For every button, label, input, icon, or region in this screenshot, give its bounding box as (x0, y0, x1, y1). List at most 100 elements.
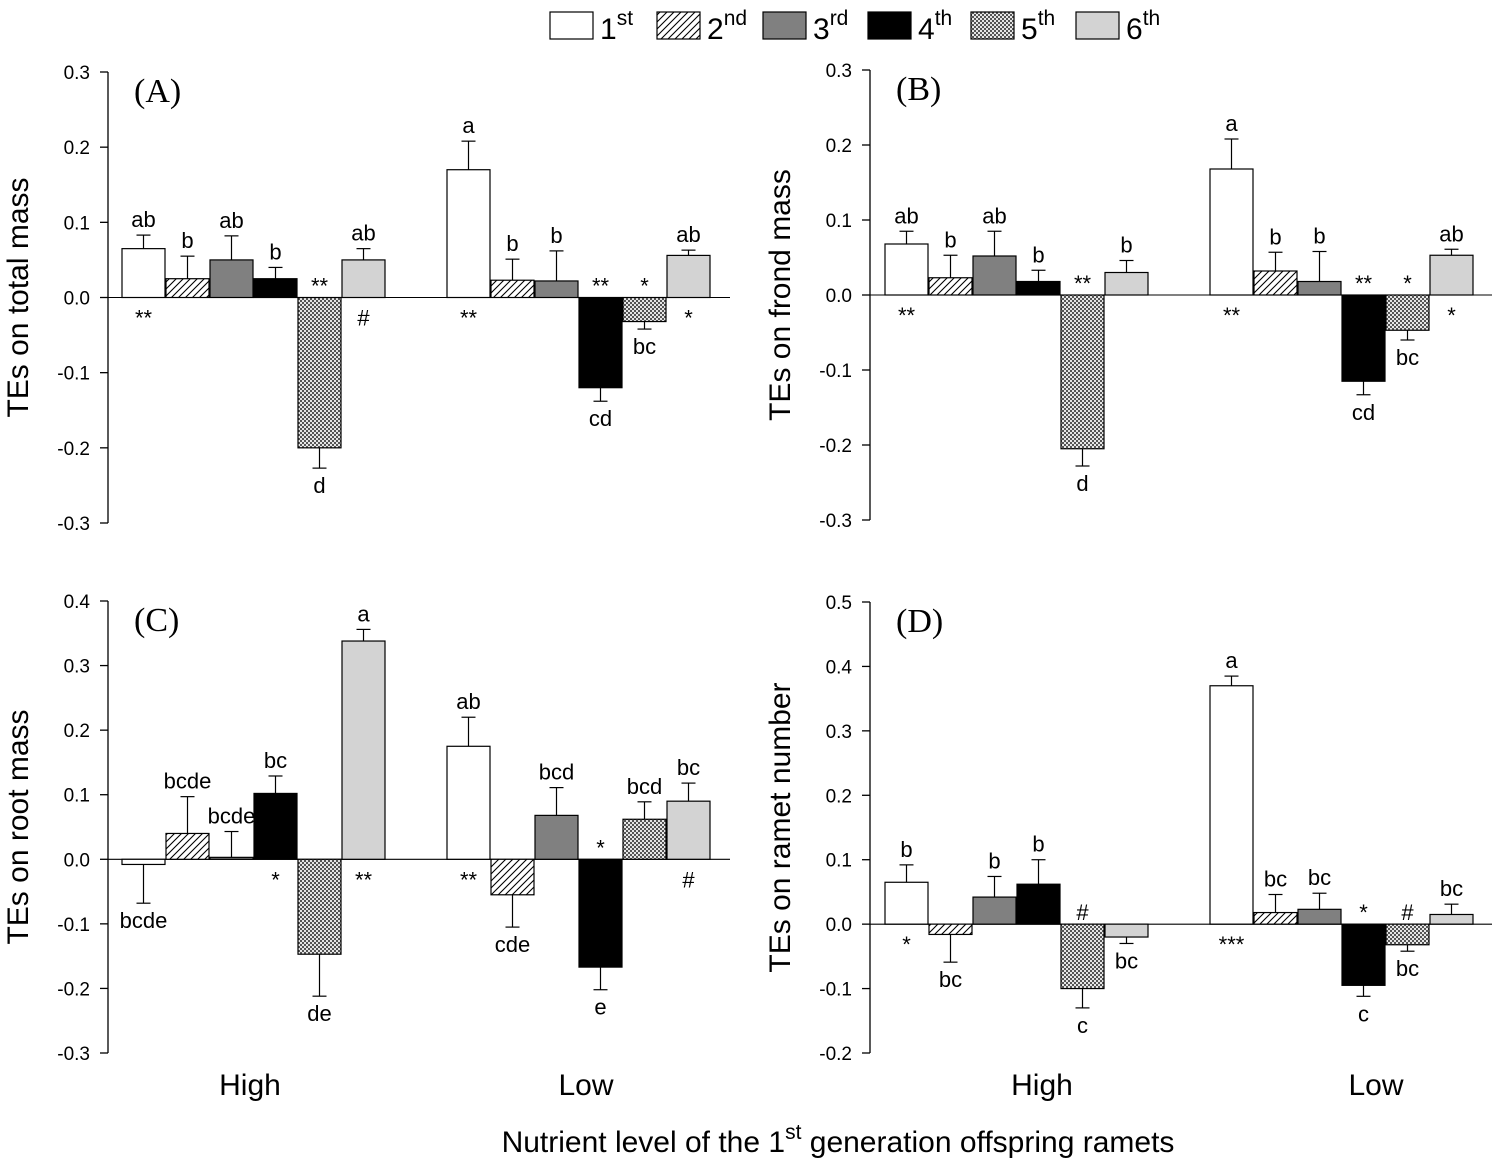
legend-swatch-6 (1075, 11, 1120, 40)
y-tick-label: 0.0 (64, 289, 90, 310)
bar-high-3rd (972, 255, 1017, 296)
y-tick-label: -0.2 (57, 439, 90, 460)
legend-item-3: 3rd (762, 7, 848, 46)
legend-label-1: 1st (600, 7, 633, 46)
significance-letter: b (900, 837, 912, 862)
bar-high-2nd (928, 923, 973, 936)
significance-letter: ab (351, 221, 375, 246)
significance-marker: ** (311, 274, 329, 299)
bar-high-1st (884, 881, 929, 925)
significance-letter: a (1225, 111, 1238, 136)
legend-swatch-5 (970, 11, 1015, 40)
significance-letter: bcde (164, 769, 212, 794)
significance-letter: bc (1396, 345, 1419, 370)
bar-low-5th (1385, 923, 1430, 946)
bar-high-6th (1104, 923, 1149, 938)
bar-high-2nd (165, 832, 210, 860)
significance-marker: # (682, 867, 695, 892)
legend-swatch-3 (762, 11, 807, 40)
significance-letter: ab (676, 222, 700, 247)
bar-low-1st (446, 745, 491, 860)
significance-letter: bc (939, 967, 962, 992)
legend-swatch-2 (656, 11, 701, 40)
bar-high-3rd (209, 856, 254, 860)
bar-low-1st (1209, 168, 1254, 296)
bar-high-2nd (928, 277, 973, 296)
legend-item-5: 5th (970, 7, 1055, 46)
y-tick-label: 0.0 (826, 915, 852, 936)
significance-letter: bc (1264, 867, 1287, 892)
significance-letter: c (1358, 1001, 1369, 1026)
significance-letter: bc (1396, 956, 1419, 981)
significance-marker: * (1403, 271, 1412, 296)
bar-low-6th (666, 800, 711, 860)
panel-label: (C) (134, 602, 179, 639)
significance-marker: ** (1223, 303, 1241, 328)
y-tick-label: -0.1 (819, 980, 852, 1001)
significance-letter: de (307, 1001, 331, 1026)
significance-marker: ** (1074, 271, 1092, 296)
x-title-sup: st (785, 1121, 802, 1144)
significance-letter: cde (495, 932, 530, 957)
bar-low-2nd (490, 279, 535, 299)
y-tick-label: 0.1 (64, 786, 90, 807)
x-title-part-1: Nutrient level of the 1 (502, 1126, 786, 1159)
bar-low-5th (622, 818, 667, 860)
significance-marker: * (1359, 900, 1368, 925)
bar-low-5th (1385, 294, 1430, 331)
bar-high-1st (121, 248, 166, 299)
y-tick-label: -0.2 (819, 1044, 852, 1065)
y-axis-label: TEs on total mass (2, 177, 35, 417)
significance-letter: bcd (627, 774, 662, 799)
legend-item-4: 4th (867, 7, 952, 46)
significance-marker: * (902, 932, 911, 957)
bar-low-1st (446, 169, 491, 299)
significance-marker: ** (898, 303, 916, 328)
bar-low-1st (1209, 685, 1254, 925)
y-tick-label: 0.2 (826, 786, 852, 807)
significance-letter: b (181, 228, 193, 253)
significance-letter: bcde (120, 908, 168, 933)
bar-low-4th (1341, 294, 1386, 382)
significance-letter: bc (1440, 876, 1463, 901)
bar-low-6th (1429, 913, 1474, 925)
significance-marker: # (1401, 900, 1414, 925)
y-tick-label: -0.1 (57, 364, 90, 385)
y-tick-label: 0.4 (64, 592, 91, 613)
y-axis-label: TEs on ramet number (764, 682, 797, 972)
bar-low-4th (578, 858, 623, 968)
y-tick-label: 0.4 (826, 657, 853, 678)
significance-letter: ab (219, 208, 243, 233)
bar-high-1st (121, 858, 166, 866)
significance-letter: b (1032, 242, 1044, 267)
bar-low-3rd (534, 280, 579, 299)
y-tick-label: -0.2 (819, 436, 852, 457)
significance-letter: bc (677, 755, 700, 780)
significance-marker: ** (592, 274, 610, 299)
significance-letter: bcd (539, 760, 574, 785)
significance-letter: b (506, 231, 518, 256)
legend-item-2: 2nd (656, 7, 747, 46)
bar-low-2nd (1253, 270, 1298, 296)
significance-letter: e (594, 995, 606, 1020)
significance-marker: ** (1355, 271, 1373, 296)
panel-a: 0.3 0.2 0.1 0.0 -0.1 -0.2 -0.3 TEs on total mas… (2, 63, 730, 535)
significance-letter: bc (264, 748, 287, 773)
bar-low-3rd (1297, 280, 1342, 296)
significance-letter: b (269, 239, 281, 264)
bar-low-6th (1429, 254, 1474, 296)
bar-high-3rd (209, 259, 254, 299)
significance-marker: ** (135, 306, 153, 331)
bar-high-5th (1060, 294, 1105, 450)
chart-panels: 0.3 0.2 0.1 0.0 -0.1 -0.2 -0.3 TEs on total mas… (2, 61, 1492, 1102)
significance-letter: cd (589, 406, 612, 431)
bar-high-3rd (972, 896, 1017, 925)
category-label-low: Low (558, 1069, 613, 1102)
y-tick-label: 0.5 (826, 593, 852, 614)
significance-marker: * (596, 835, 605, 860)
panel-c: 0.4 0.3 0.2 0.1 0.0 -0.1 -0.2 -0.3 TEs on root m… (2, 592, 730, 1102)
significance-marker: * (271, 867, 280, 892)
significance-letter: ab (1439, 221, 1463, 246)
significance-letter: a (1225, 648, 1238, 673)
